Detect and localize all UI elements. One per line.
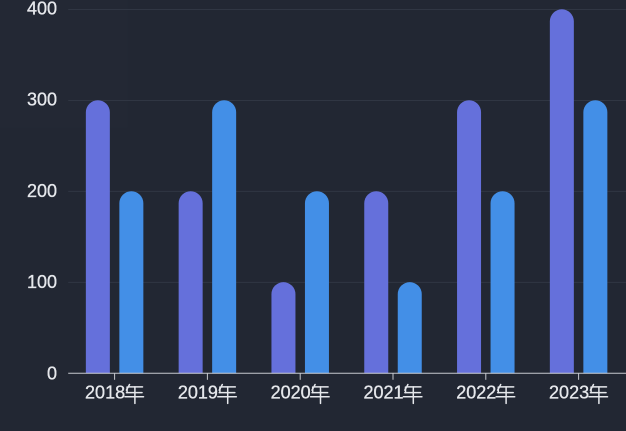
svg-text:2018: 2018 (85, 383, 125, 403)
svg-text:400: 400 (27, 0, 57, 18)
svg-text:100: 100 (27, 272, 57, 292)
svg-text:2020: 2020 (271, 383, 311, 403)
svg-text:300: 300 (27, 90, 57, 110)
svg-text:2019: 2019 (178, 383, 218, 403)
svg-text:2021: 2021 (363, 383, 403, 403)
svg-text:200: 200 (27, 181, 57, 201)
svg-text:0: 0 (47, 363, 57, 383)
svg-text:2022: 2022 (456, 383, 496, 403)
svg-text:2023: 2023 (549, 383, 589, 403)
